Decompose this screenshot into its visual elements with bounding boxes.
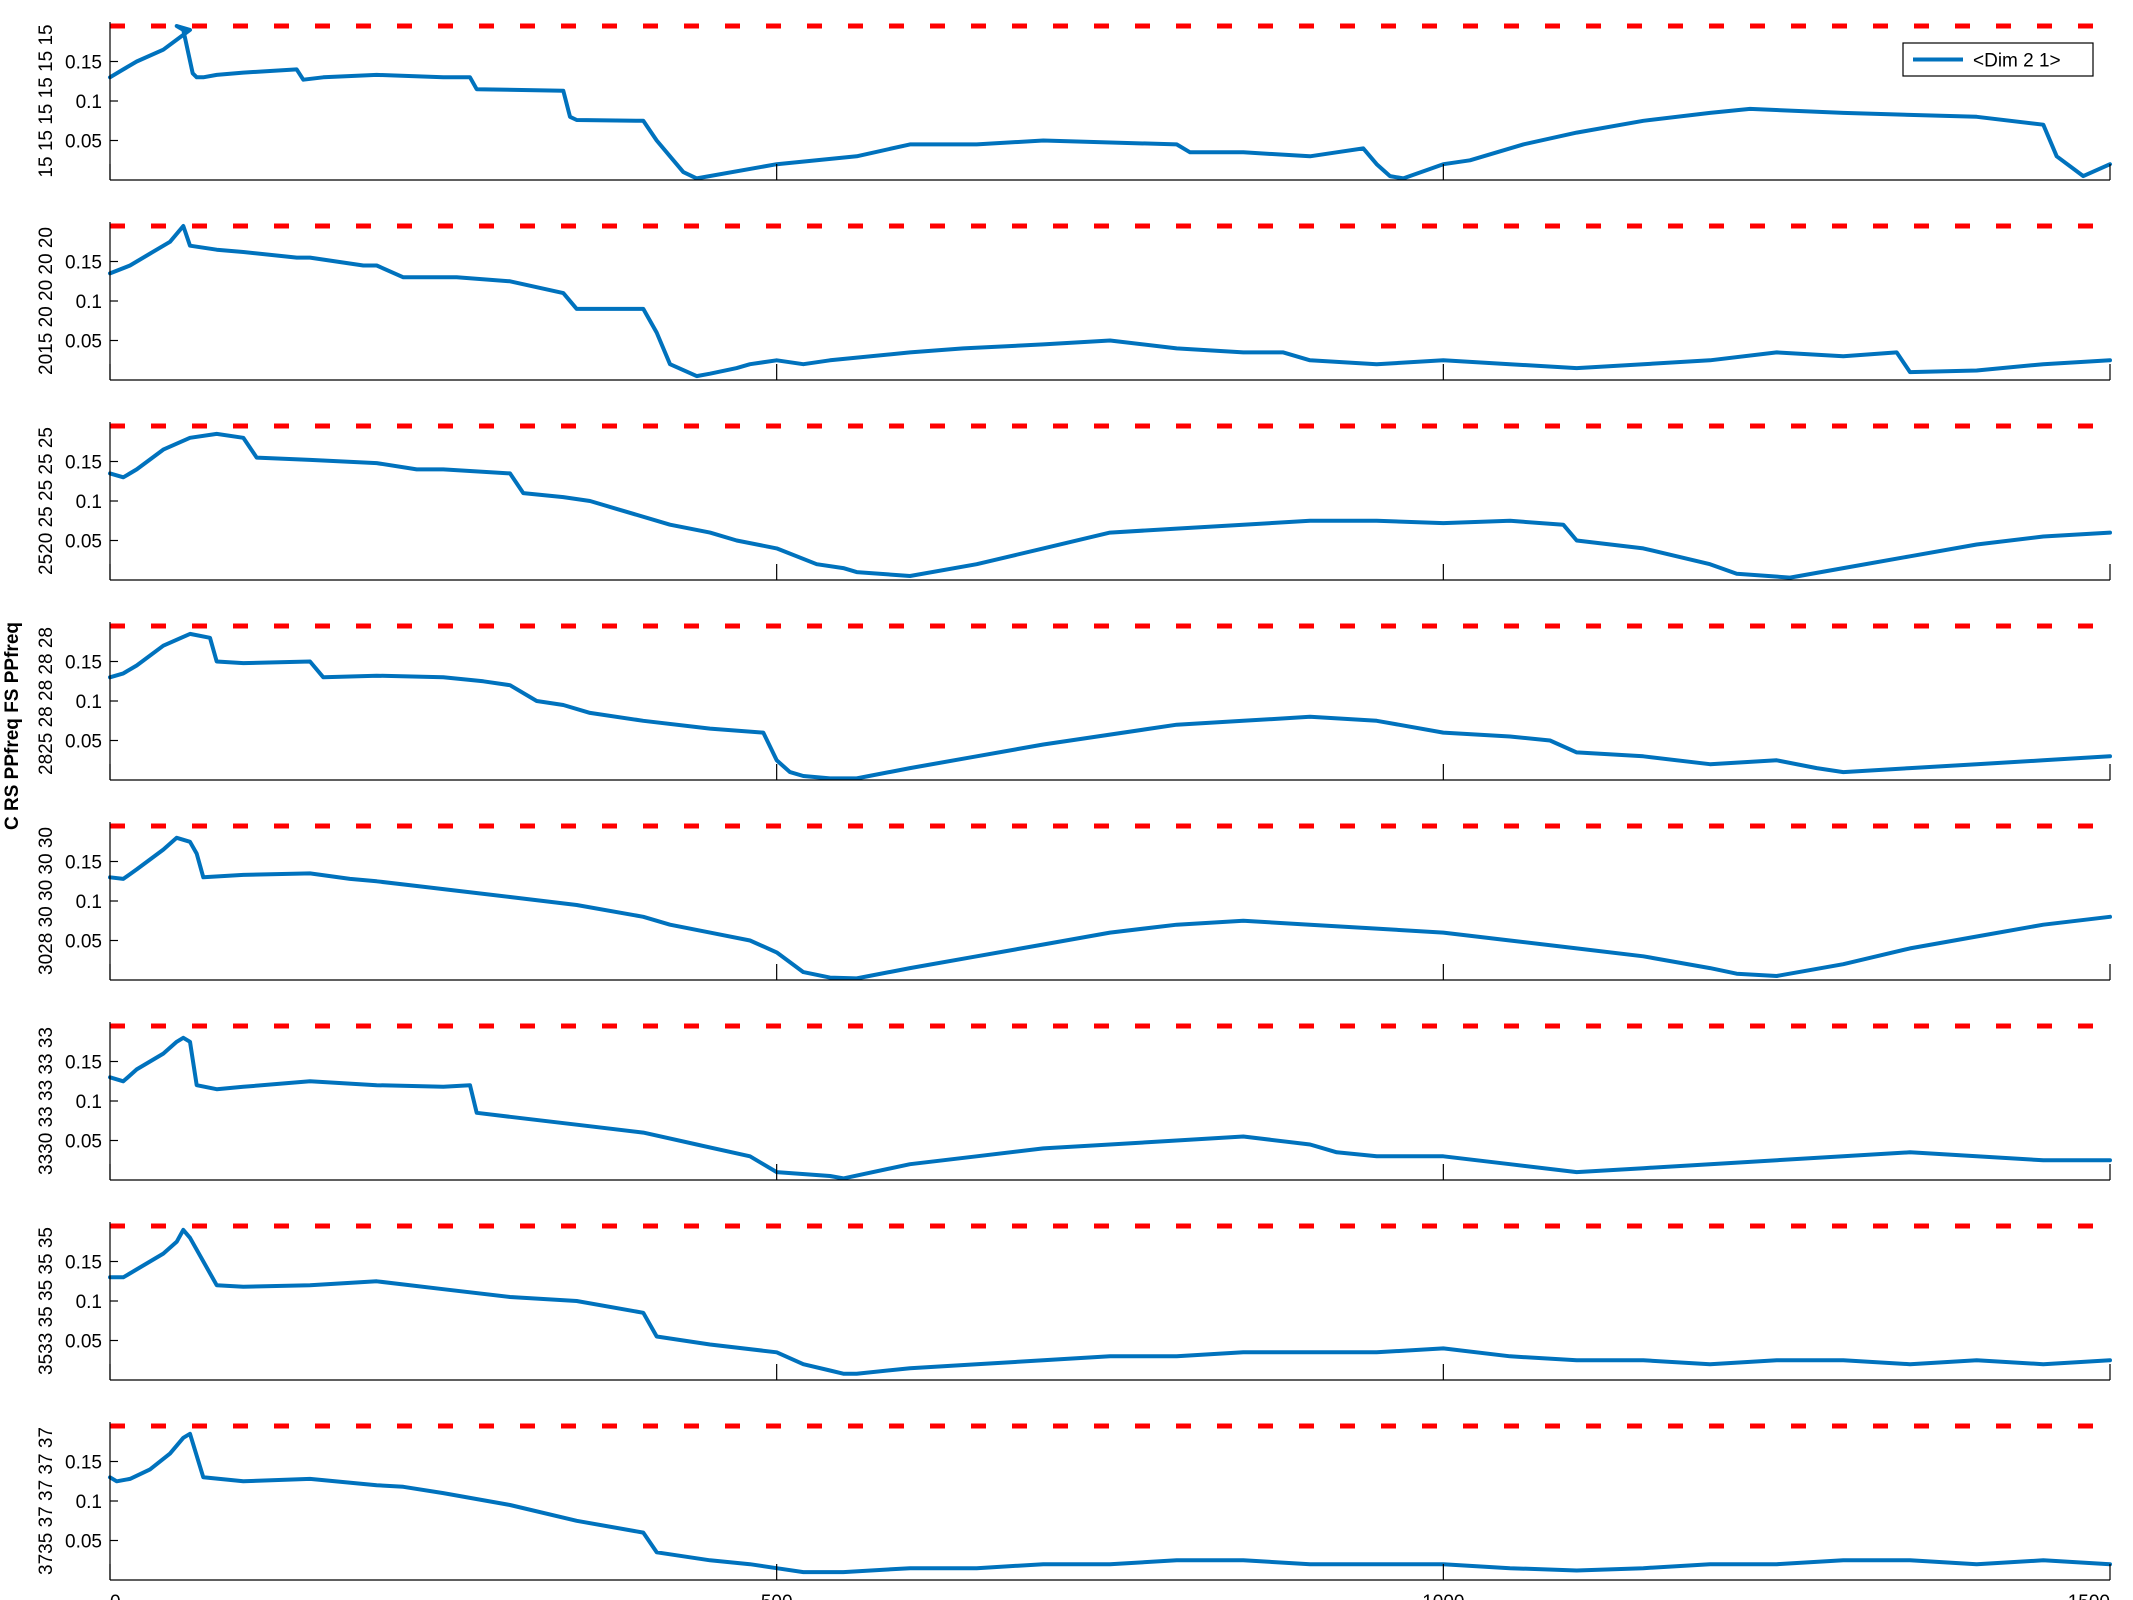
y-tick-label: 0.05 <box>65 932 102 953</box>
x-tick-label: 1500 <box>2068 1592 2110 1600</box>
y-tick-label: 0.15 <box>65 253 102 274</box>
subplot-8: 0.05 0.1 0.15 0 500 1000 1500 <box>65 1422 2112 1600</box>
subplot-3: 0.05 0.1 0.15 <box>65 422 2112 581</box>
x-tick-label: 1000 <box>1422 1592 1464 1600</box>
y-tick-label: 0.1 <box>76 1292 102 1313</box>
edge-label: 3735 37 37 37 37 <box>36 1427 57 1575</box>
series-line <box>108 24 2112 181</box>
y-tick-label: 0.1 <box>76 292 102 313</box>
y-tick-label: 0.15 <box>65 1253 102 1274</box>
subplot-4: 0.05 0.1 0.15 <box>65 622 2112 781</box>
y-tick-label: 0.05 <box>65 132 102 153</box>
y-tick-label: 0.05 <box>65 1332 102 1353</box>
edge-label: 15 15 15 15 15 15 <box>36 24 57 177</box>
subplot-5: 0.05 0.1 0.15 <box>65 822 2112 981</box>
x-tick-label: 0 <box>110 1592 121 1600</box>
y-tick-label: 0.1 <box>76 892 102 913</box>
edge-label: 2015 20 20 20 20 <box>36 227 57 375</box>
subplot-1: 0.05 0.1 0.15 <Dim 2 1> <box>65 22 2112 181</box>
subplot-panels: 0.050.10.15 <Dim 2 1>0.050.10.150.050.10.… <box>65 22 2112 1600</box>
y-tick-label: 0.1 <box>76 692 102 713</box>
legend-label: <Dim 2 1> <box>1973 51 2061 72</box>
y-tick-label: 0.15 <box>65 53 102 74</box>
y-tick-label: 0.1 <box>76 92 102 113</box>
y-tick-label: 0.15 <box>65 653 102 674</box>
y-tick-label: 0.15 <box>65 853 102 874</box>
series-line <box>108 631 2112 781</box>
subplot-2: 0.05 0.1 0.15 <box>65 222 2112 381</box>
edge-label: 3533 35 35 35 35 <box>36 1227 57 1375</box>
y-tick-label: 0.1 <box>76 492 102 513</box>
series-line <box>108 1431 2112 1575</box>
y-tick-label: 0.1 <box>76 1092 102 1113</box>
x-tick-label: 500 <box>761 1592 793 1600</box>
y-tick-label: 0.15 <box>65 453 102 474</box>
y-tick-label: 0.15 <box>65 1453 102 1474</box>
series-line <box>108 1227 2112 1376</box>
y-tick-label: 0.05 <box>65 332 102 353</box>
series-line <box>108 224 2112 379</box>
y-tick-label: 0.05 <box>65 732 102 753</box>
edge-label: 2520 25 25 25 25 <box>36 427 57 575</box>
series-line <box>108 1035 2112 1181</box>
y-tick-label: 0.1 <box>76 1492 102 1513</box>
y-tick-label: 0.05 <box>65 1132 102 1153</box>
edge-label: 2825 28 28 28 28 <box>36 627 57 775</box>
edge-label: 3028 30 30 30 30 <box>36 827 57 975</box>
edge-label: 3330 33 33 33 33 <box>36 1027 57 1175</box>
left-edge-labels: 15 15 15 15 15 15 2015 20 20 20 20 2520 25… <box>36 24 57 1575</box>
subplot-6: 0.05 0.1 0.15 <box>65 1022 2112 1181</box>
y-tick-label: 0.15 <box>65 1053 102 1074</box>
series-line <box>108 431 2112 580</box>
y-tick-label: 0.05 <box>65 532 102 553</box>
series-line <box>108 835 2112 981</box>
y-tick-label: 0.05 <box>65 1532 102 1553</box>
subplot-7: 0.05 0.1 0.15 <box>65 1222 2112 1381</box>
legend: <Dim 2 1> <box>1902 42 2094 77</box>
y-axis-label: C RS PPfreq FS PPfreq <box>2 622 23 830</box>
